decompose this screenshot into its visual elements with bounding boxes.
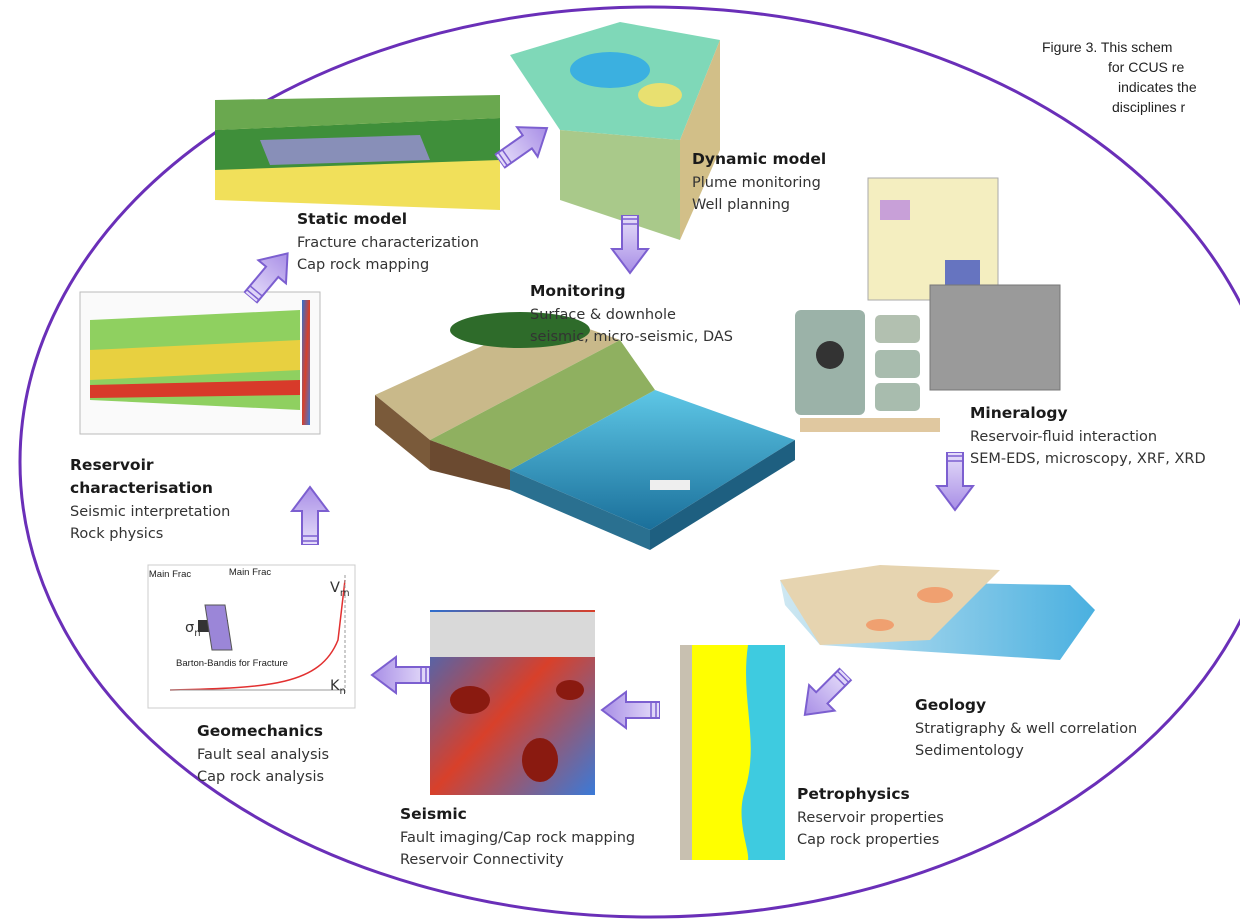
geomechanics-plot: σn Vm Kn xyxy=(147,564,356,709)
caption-line: indicates the xyxy=(1118,79,1197,95)
static-model-image xyxy=(215,95,500,210)
node-detail: Reservoir Connectivity xyxy=(400,852,564,868)
seismic-image xyxy=(430,610,595,795)
petrophysics-image xyxy=(680,645,785,860)
arrow xyxy=(601,691,660,729)
node-title: Petrophysics xyxy=(797,785,910,803)
caption-line: for CCUS re xyxy=(1108,59,1184,75)
reservoir-image xyxy=(79,291,321,435)
node-title: characterisation xyxy=(70,479,213,497)
node-title: Seismic xyxy=(400,805,467,823)
node-detail: Fracture characterization xyxy=(297,235,479,251)
cycle-ellipse xyxy=(18,5,1240,919)
site-scene xyxy=(375,312,795,550)
node-title: Geomechanics xyxy=(197,722,323,740)
node-detail: Stratigraphy & well correlation xyxy=(915,721,1137,737)
caption-line: Figure 3. This schem xyxy=(1042,39,1172,55)
arrow xyxy=(291,486,329,545)
node-detail: Plume monitoring xyxy=(692,175,821,191)
plot-title: Main Frac xyxy=(229,567,271,578)
node-detail: Fault imaging/Cap rock mapping xyxy=(400,830,635,846)
node-detail: Surface & downhole xyxy=(530,307,676,323)
node-detail: Rock physics xyxy=(70,526,163,542)
node-title: Reservoir xyxy=(70,456,154,474)
plot-legend: Main Frac xyxy=(149,569,191,580)
plot-note: Barton-Bandis for Fracture xyxy=(176,658,288,669)
node-detail: Sedimentology xyxy=(915,743,1024,759)
node-detail: Cap rock properties xyxy=(797,832,939,848)
dynamic-model-image xyxy=(510,22,720,240)
node-detail: Well planning xyxy=(692,197,790,213)
node-detail: seismic, micro-seismic, DAS xyxy=(530,329,733,345)
node-detail: Reservoir properties xyxy=(797,810,944,826)
node-title: Monitoring xyxy=(530,282,626,300)
node-detail: Fault seal analysis xyxy=(197,747,329,763)
caption-line: disciplines r xyxy=(1112,99,1185,115)
arrow xyxy=(791,660,860,729)
arrow xyxy=(371,656,430,694)
node-detail: SEM-EDS, microscopy, XRF, XRD xyxy=(970,451,1206,467)
node-detail: Cap rock analysis xyxy=(197,769,324,785)
mineralogy-image xyxy=(795,177,1061,432)
arrow xyxy=(936,452,974,511)
node-title: Static model xyxy=(297,210,407,228)
node-title: Mineralogy xyxy=(970,404,1068,422)
node-title: Dynamic model xyxy=(692,150,826,168)
node-detail: Seismic interpretation xyxy=(70,504,230,520)
geology-image xyxy=(780,565,1095,660)
node-detail: Reservoir-fluid interaction xyxy=(970,429,1157,445)
node-title: Geology xyxy=(915,696,986,714)
node-detail: Cap rock mapping xyxy=(297,257,429,273)
